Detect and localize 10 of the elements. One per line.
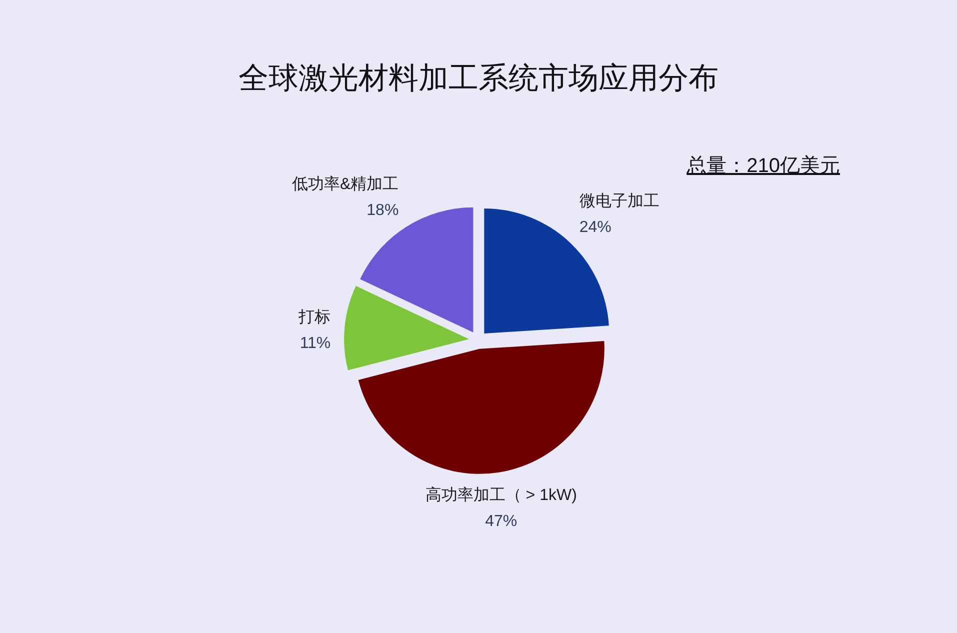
- category-label: 打标: [298, 309, 331, 326]
- value-label: 11%: [300, 335, 331, 352]
- value-label: 18%: [366, 202, 399, 220]
- value-label: 47%: [485, 513, 518, 530]
- annotation: 总量：210亿美元: [686, 155, 840, 177]
- category-label: 低功率&精加工: [292, 176, 399, 194]
- value-label: 24%: [579, 219, 612, 236]
- category-label: 高功率加工（ > 1kW): [425, 487, 577, 504]
- title: 全球激光材料加工系统市场应用分布: [238, 62, 718, 95]
- category-label: 微电子加工: [579, 193, 660, 210]
